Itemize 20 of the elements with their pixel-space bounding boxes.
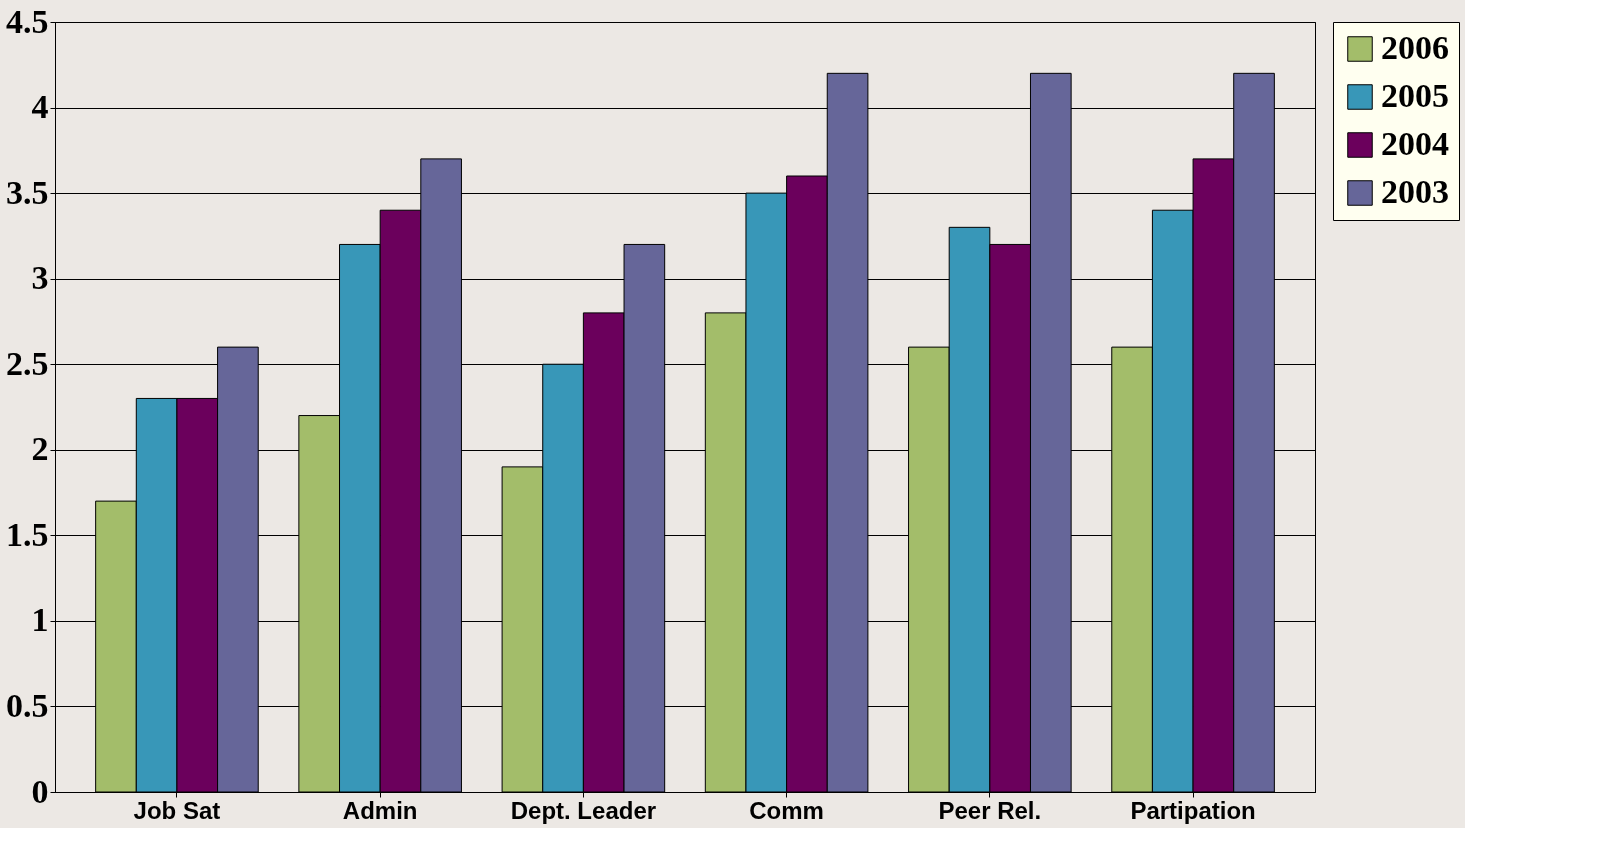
x-tick-label: Peer Rel. xyxy=(938,796,1042,824)
y-tick-label: 1 xyxy=(31,601,49,639)
y-tick-label: 3 xyxy=(31,259,49,297)
x-tick-label: Job Sat xyxy=(133,796,221,824)
y-tick-label: 4.5 xyxy=(6,2,49,40)
y-tick-label: 0 xyxy=(31,772,49,810)
legend-label: 2006 xyxy=(1381,29,1449,66)
y-tick-label: 4 xyxy=(31,88,49,126)
y-tick-label: 1.5 xyxy=(6,515,49,553)
y-tick-label: 2 xyxy=(31,430,49,468)
y-tick-label: 3.5 xyxy=(6,173,49,211)
legend-label: 2003 xyxy=(1381,173,1449,210)
y-tick-label: 0.5 xyxy=(6,686,49,724)
x-tick-label: Dept. Leader xyxy=(510,796,657,824)
legend-label: 2005 xyxy=(1381,77,1449,114)
y-tick-label: 2.5 xyxy=(6,344,49,382)
x-tick-label: Partipation xyxy=(1130,796,1256,824)
legend-label: 2004 xyxy=(1381,125,1449,162)
x-tick-label: Comm xyxy=(749,796,824,824)
x-tick-label: Admin xyxy=(342,796,418,824)
